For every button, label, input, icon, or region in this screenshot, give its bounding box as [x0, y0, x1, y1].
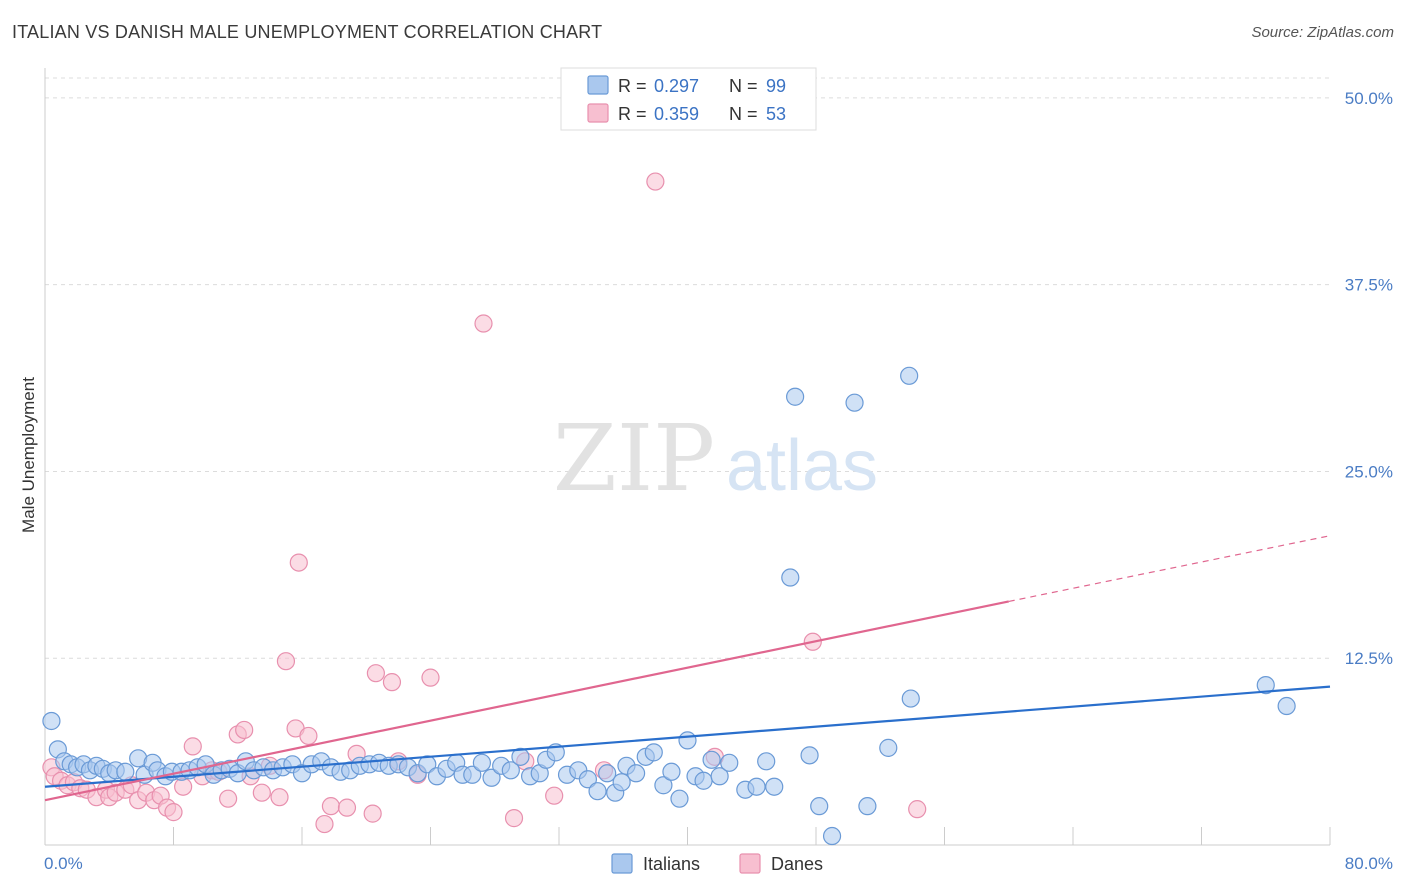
italians-point [116, 762, 135, 781]
italians-trend-line [44, 685, 1331, 788]
italians-point [626, 764, 646, 783]
series-legend-swatch-danes [739, 853, 761, 874]
italians-point [800, 746, 819, 765]
italians-point [482, 768, 501, 787]
italians-point [879, 738, 898, 757]
x-tick-label-min: 0.0% [44, 854, 83, 873]
italians-point [747, 777, 766, 796]
italians-point [757, 752, 776, 771]
legend-swatch-danes [587, 103, 609, 123]
danes-point [321, 797, 341, 816]
danes-point [299, 726, 318, 746]
danes-trend-extension [1008, 535, 1331, 603]
italians-point [901, 689, 920, 708]
danes-point [252, 783, 271, 802]
grid-lines [45, 77, 1330, 659]
italians-point [702, 750, 721, 769]
italians-point [662, 762, 681, 781]
italians-point [612, 773, 631, 792]
danes-point [504, 809, 524, 828]
italians-point [42, 711, 61, 731]
italians-point [418, 755, 437, 774]
italians-point [710, 767, 729, 786]
italians-point [644, 743, 663, 762]
series-legend-swatch-italians [611, 853, 633, 874]
danes-point [235, 720, 254, 740]
italians-point [598, 764, 617, 783]
correlation-legend: R = 0.297 N = 99 R = 0.359 N = 53 [560, 67, 817, 131]
legend-danes-n-label: N = [729, 104, 758, 124]
danes-point [164, 803, 183, 822]
legend-italians-n-value: 99 [766, 76, 786, 96]
legend-danes-r-value: 0.359 [654, 104, 699, 124]
italians-point [822, 826, 842, 846]
legend-danes-r-label: R = [618, 104, 647, 124]
danes-point [474, 314, 493, 333]
danes-point [382, 673, 402, 692]
danes-point [908, 800, 927, 819]
italians-point [786, 387, 805, 406]
danes-point [276, 652, 296, 671]
y-axis-label: Male Unemployment [19, 377, 38, 533]
legend-danes-n-value: 53 [766, 104, 786, 124]
italians-point [858, 797, 877, 816]
trend-lines [44, 535, 1331, 802]
danes-point [183, 737, 202, 756]
danes-point [315, 814, 334, 834]
series-legend-italians: Italians [643, 854, 700, 874]
source-label: Source: ZipAtlas.com [1251, 24, 1394, 41]
legend-italians-r-value: 0.297 [654, 76, 699, 96]
watermark-atlas: atlas [726, 426, 878, 506]
italians-point [670, 789, 689, 808]
y-tick-label: 50.0% [1345, 89, 1393, 108]
danes-point [219, 789, 238, 808]
italians-point [694, 771, 713, 790]
danes-point [174, 777, 193, 796]
italians-point [654, 776, 673, 795]
italians-point [463, 765, 482, 784]
y-tick-label: 37.5% [1345, 276, 1393, 295]
italians-point [578, 770, 598, 789]
italians-points [42, 366, 1296, 846]
italians-point [765, 777, 784, 796]
legend-swatch-italians [587, 75, 609, 95]
italians-point [472, 753, 491, 772]
italians-point [1277, 696, 1296, 716]
danes-point [366, 664, 385, 683]
danes-point [270, 788, 289, 807]
danes-point [363, 804, 382, 823]
danes-point [545, 786, 564, 805]
watermark: ZIP atlas [553, 405, 878, 512]
italians-point [810, 797, 829, 816]
watermark-zip: ZIP [553, 405, 715, 512]
danes-point [421, 668, 440, 687]
tick-labels: 12.5% 25.0% 37.5% 50.0% 0.0% 80.0% [44, 89, 1393, 873]
italians-point [900, 366, 919, 385]
italians-point [720, 753, 739, 772]
legend-italians-r-label: R = [618, 76, 647, 96]
danes-point [289, 553, 308, 572]
danes-trend-line [44, 600, 1009, 802]
italians-point [501, 761, 520, 780]
danes-point [646, 172, 665, 191]
x-tick-label-max: 80.0% [1345, 854, 1393, 873]
series-legend-danes: Danes [771, 854, 823, 874]
legend-italians-n-label: N = [729, 76, 758, 96]
y-tick-label: 25.0% [1345, 462, 1393, 481]
italians-point [511, 747, 530, 766]
chart-title: ITALIAN VS DANISH MALE UNEMPLOYMENT CORR… [12, 22, 603, 42]
y-tick-label: 12.5% [1345, 649, 1393, 668]
italians-point [845, 393, 864, 412]
italians-point [678, 731, 697, 750]
italians-point [781, 568, 800, 587]
danes-point [337, 798, 357, 817]
italians-point [588, 782, 607, 801]
italians-point [1256, 676, 1275, 695]
series-legend: Italians Danes [611, 853, 823, 874]
